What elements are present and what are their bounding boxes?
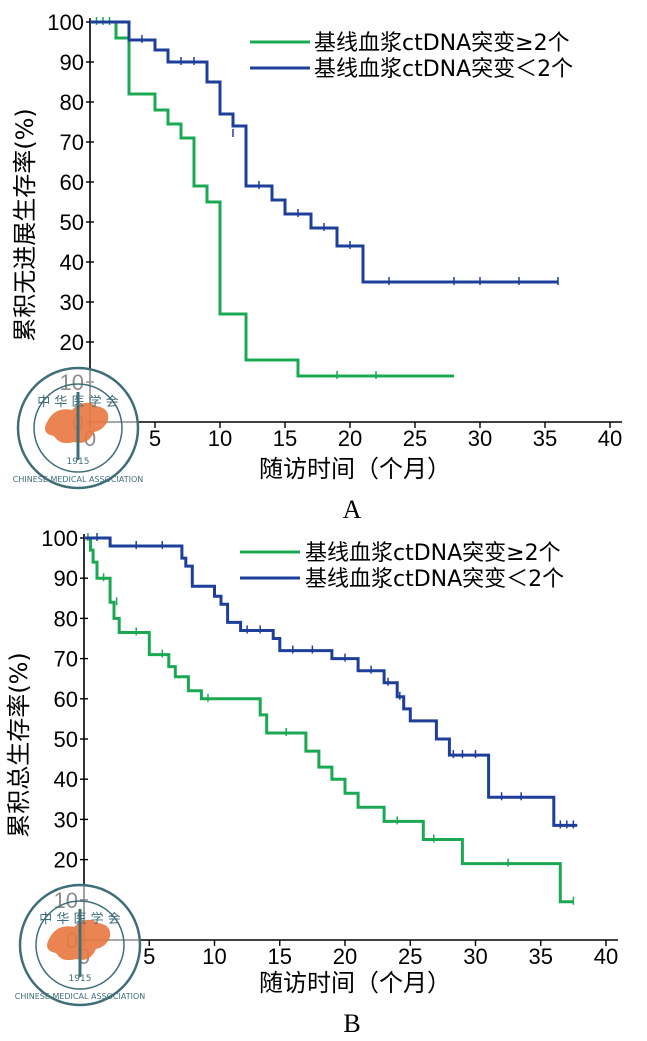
panel-b-x-tick-label: 30: [463, 944, 487, 969]
panel-a-legend: 基线血浆ctDNA突变≥2个 基线血浆ctDNA突变＜2个: [250, 31, 573, 82]
panel-a-y-tick-label: 20: [60, 330, 84, 355]
panel-a-y-tick-label: 90: [60, 50, 84, 75]
panel-a-x-tick-label: 40: [598, 426, 622, 451]
panel-b-axes: 01020304050607080901000510152025303540: [41, 526, 618, 969]
panel-a-watermark-top-text: 中 华 医 学 会: [37, 394, 119, 410]
panel-a-x-tick-label: 20: [338, 426, 362, 451]
panel-a-x-tick-label: 30: [468, 426, 492, 451]
panel-b-y-tick-label: 20: [54, 848, 78, 873]
panel-b-legend-label-ge2: 基线血浆ctDNA突变≥2个: [305, 541, 561, 566]
panel-b-y-tick-label: 60: [54, 687, 78, 712]
watermark-b: 中 华 医 学 会 1915 CHINESE MEDICAL ASSOCIATION: [15, 883, 145, 1007]
panel-b-y-tick-label: 70: [54, 647, 78, 672]
panel-b-x-tick-label: 35: [529, 944, 553, 969]
panel-a-series: [90, 17, 559, 379]
panel-a-y-tick-label: 50: [60, 210, 84, 235]
panel-b-y-tick-label: 30: [54, 807, 78, 832]
panel-b-series-ge2-line: [84, 536, 574, 904]
panel-a-legend-label-lt2: 基线血浆ctDNA突变＜2个: [314, 57, 573, 82]
panel-a-legend-label-ge2: 基线血浆ctDNA突变≥2个: [314, 31, 570, 56]
watermark-a: 中 华 医 学 会 1915 CHINESE MEDICAL ASSOCIATION: [13, 366, 143, 490]
panel-b-series-lt2-line: [84, 536, 578, 827]
panel-b-x-tick-label: 15: [268, 944, 292, 969]
panel-b-y-axis-title: 累积总生存率(%): [5, 652, 33, 838]
panel-a-x-tick-label: 15: [273, 426, 297, 451]
panel-a-y-tick-label: 40: [60, 250, 84, 275]
panel-b-watermark-seal-inner-ring: [35, 900, 125, 990]
panel-a-y-tick-label: 60: [60, 170, 84, 195]
panel-b-x-tick-label: 40: [594, 944, 618, 969]
panel-b-watermark-bottom-text: CHINESE MEDICAL ASSOCIATION: [15, 992, 145, 1001]
panel-b-legend-label-lt2: 基线血浆ctDNA突变＜2个: [305, 567, 564, 592]
panel-b-y-tick-label: 90: [54, 566, 78, 591]
panel-a-label: A: [343, 495, 362, 524]
panel-a-watermark-seal-inner-ring: [33, 383, 123, 473]
panel-b-watermark-year: 1915: [69, 974, 92, 984]
panel-a-y-tick-label: 80: [60, 90, 84, 115]
panel-b-x-tick-label: 10: [202, 944, 226, 969]
panel-a-x-tick-label: 5: [149, 426, 161, 451]
panel-a-x-tick-label: 10: [208, 426, 232, 451]
panel-a-y-tick-label: 30: [60, 290, 84, 315]
panel-b-label: B: [343, 1009, 360, 1038]
panel-b-x-tick-label: 5: [143, 944, 155, 969]
panel-a-watermark-year: 1915: [67, 457, 90, 467]
panel-a-y-tick-label: 70: [60, 130, 84, 155]
panel-b-series: [84, 533, 578, 905]
panel-b-x-axis-title: 随访时间（个月）: [259, 969, 451, 997]
panel-a-y-axis-title: 累积无进展生存率(%): [11, 108, 39, 342]
panel-b-legend: 基线血浆ctDNA突变≥2个 基线血浆ctDNA突变＜2个: [240, 541, 564, 592]
panel-b-y-tick-label: 100: [41, 526, 78, 551]
panel-b-y-tick-label: 40: [54, 767, 78, 792]
panel-b-x-tick-label: 25: [398, 944, 422, 969]
panel-b-y-tick-label: 50: [54, 727, 78, 752]
panel-a-watermark-bottom-text: CHINESE MEDICAL ASSOCIATION: [13, 475, 143, 484]
panel-a-chart: 01020304050607080901000510152025303540 中…: [11, 10, 622, 524]
panel-b-chart: 01020304050607080901000510152025303540 中…: [5, 526, 618, 1038]
panel-b-x-tick-label: 20: [333, 944, 357, 969]
panel-a-x-tick-label: 25: [403, 426, 427, 451]
panel-a-series-lt2-line: [90, 20, 558, 284]
panel-a-x-axis-title: 随访时间（个月）: [259, 455, 451, 483]
panel-a-x-tick-label: 35: [533, 426, 557, 451]
panel-b-watermark-top-text: 中 华 医 学 会: [39, 911, 121, 927]
panel-a-y-tick-label: 100: [47, 10, 84, 35]
panel-a-series-ge2-line: [90, 20, 454, 378]
panel-b-y-tick-label: 80: [54, 606, 78, 631]
